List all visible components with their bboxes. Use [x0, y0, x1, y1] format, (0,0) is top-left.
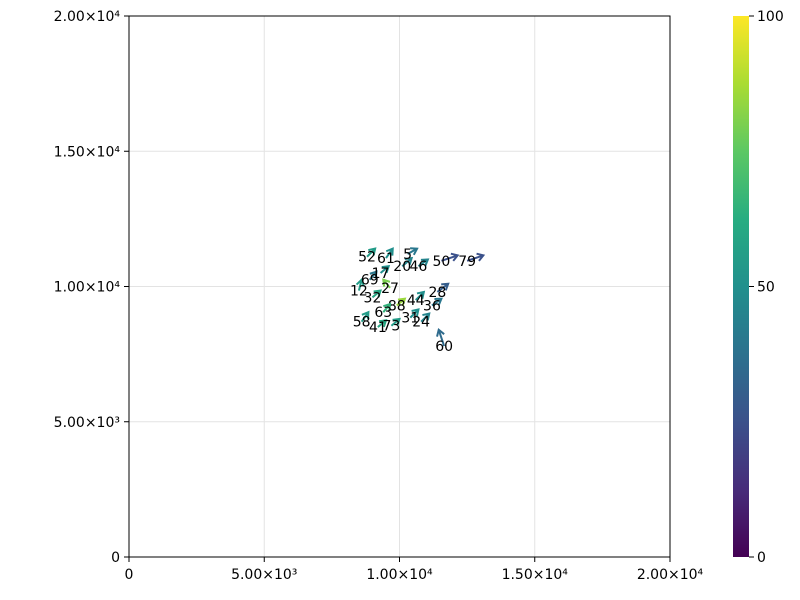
colorbar-tick-label: 100 — [757, 9, 784, 25]
arrow-head — [385, 247, 394, 256]
point-label: 69 — [361, 273, 379, 289]
colorbar-tick-label: 0 — [757, 550, 766, 566]
point-label: 73 — [382, 319, 400, 335]
colorbar-tick-label: 50 — [757, 280, 775, 296]
arrow-head — [368, 247, 377, 256]
point-label: 58 — [353, 315, 371, 331]
point-label: 20 — [393, 259, 411, 275]
point-label: 63 — [374, 305, 392, 321]
arrow-head — [361, 310, 370, 320]
point-label: 52 — [358, 250, 376, 266]
arrow-shaft — [417, 258, 429, 268]
x-tick-label: 0 — [125, 567, 134, 583]
arrow-head — [381, 265, 391, 274]
point-label: 50 — [433, 254, 451, 270]
x-tick-label: 1.00×10⁴ — [366, 567, 433, 583]
point-label: 17 — [372, 266, 390, 282]
point-label: 88 — [388, 298, 406, 314]
arrow-shaft — [437, 329, 446, 347]
arrow-shaft — [441, 254, 458, 262]
x-tick-label: 5.00×10³ — [231, 567, 297, 583]
arrow-head — [416, 290, 426, 299]
colorbar: 0 50 100 — [733, 9, 784, 566]
point-label: 60 — [435, 339, 453, 355]
arrow-shaft — [436, 282, 449, 293]
point-label: 44 — [407, 293, 425, 309]
arrow-head — [476, 252, 486, 262]
point-label: 28 — [428, 285, 446, 301]
arrow-head — [373, 289, 382, 298]
arrow-shaft — [431, 297, 443, 307]
arrow-head — [436, 328, 445, 337]
y-tick-label: 2.00×10⁴ — [54, 9, 121, 25]
arrow-shaft — [420, 312, 430, 323]
arrow-head — [434, 297, 443, 306]
arrow-head — [404, 256, 414, 266]
point-label: 41 — [369, 320, 387, 336]
point-label: 46 — [410, 259, 428, 275]
arrow-shaft — [360, 311, 370, 323]
y-tick-label: 5.00×10³ — [54, 415, 120, 431]
arrow-head — [382, 278, 391, 287]
point-label: 32 — [364, 290, 382, 306]
colorbar-gradient — [733, 16, 749, 557]
point-label: 24 — [412, 315, 430, 331]
arrow-head — [397, 297, 407, 306]
arrow-head — [392, 317, 401, 326]
x-tick-label: 2.00×10⁴ — [637, 567, 704, 583]
point-label: 79 — [458, 254, 476, 270]
arrow-head — [410, 247, 419, 256]
y-tick-label: 1.00×10⁴ — [54, 280, 121, 296]
arrow-shaft — [366, 247, 376, 258]
arrow-shaft — [409, 308, 420, 319]
arrow-head — [411, 308, 420, 317]
arrow-head — [369, 270, 378, 279]
point-label: 5 — [403, 247, 412, 263]
arrow-shaft — [385, 248, 394, 259]
arrow-head — [355, 277, 365, 287]
y-tick-label: 0 — [111, 550, 120, 566]
point-label: 12 — [350, 284, 368, 300]
point-label: 31 — [401, 311, 419, 327]
arrow-head — [378, 319, 388, 328]
arrow-head — [383, 302, 392, 312]
point-label: 36 — [423, 298, 441, 314]
y-axis: 0 5.00×10³ 1.00×10⁴ 1.50×10⁴ 2.00×10⁴ — [54, 9, 129, 566]
arrow-shaft — [415, 291, 425, 301]
colorbar-ticks: 0 50 100 — [749, 9, 784, 566]
arrow-head — [420, 258, 430, 267]
y-tick-label: 1.50×10⁴ — [54, 144, 121, 160]
arrow-head — [450, 252, 460, 262]
point-label: 27 — [381, 281, 399, 297]
arrow-shaft — [401, 257, 413, 267]
x-tick-label: 1.50×10⁴ — [502, 567, 569, 583]
point-label: 61 — [377, 251, 395, 267]
grid-lines — [128, 15, 671, 558]
arrow-head — [441, 282, 450, 291]
arrow-head — [422, 312, 431, 321]
x-axis: 0 5.00×10³ 1.00×10⁴ 1.50×10⁴ 2.00×10⁴ — [125, 557, 704, 583]
arrow-shaft — [466, 254, 484, 262]
